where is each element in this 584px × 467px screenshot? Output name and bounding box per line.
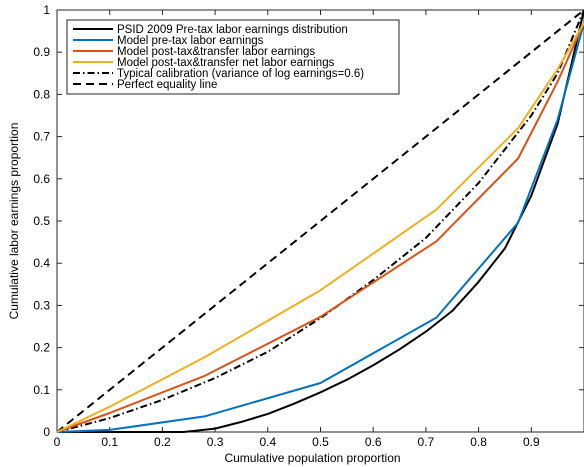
y-tick-label: 0.5	[33, 214, 50, 228]
legend-label-2: Model post-tax&transfer labor earnings	[117, 46, 315, 58]
y-tick-label: 0.2	[33, 341, 50, 355]
y-tick-label: 0.4	[33, 256, 50, 270]
series-line-5	[56, 9, 584, 433]
y-tick-label: 0.7	[33, 130, 50, 144]
x-tick-label: 0.1	[101, 435, 118, 449]
series-line-3	[56, 22, 584, 433]
x-axis-title: Cumulative population proportion	[224, 451, 400, 465]
y-tick-label: 0.9	[33, 45, 50, 59]
y-axis-title: Cumulative labor earnings proportion	[7, 123, 21, 320]
x-tick-label: 0.7	[418, 435, 435, 449]
y-tick-label: 0.1	[33, 383, 50, 397]
y-tick-label: 0.8	[33, 87, 50, 101]
x-tick-label: 0.4	[259, 435, 276, 449]
legend-label-5: Perfect equality line	[117, 79, 217, 91]
y-tick-label: 0.6	[33, 172, 50, 186]
x-tick-label: 0.6	[365, 435, 382, 449]
series-layer	[56, 9, 584, 433]
y-tick-label: 0	[43, 425, 50, 439]
x-tick-label: 0	[54, 435, 61, 449]
legend-label-0: PSID 2009 Pre-tax labor earnings distrib…	[117, 24, 348, 36]
legend-box	[66, 19, 400, 95]
axis-ticks: 0 0.1 0.2 0.3 0.4 0.5 0.6 0.7 0.8 0.9 0 0.1 0.2 0.3 0.…	[33, 3, 584, 449]
series-line-1	[56, 22, 584, 433]
x-tick-label: 0.9	[523, 435, 540, 449]
x-tick-label: 0.5	[312, 435, 329, 449]
y-tick-label: 1	[43, 3, 50, 17]
x-tick-label: 0.2	[154, 435, 171, 449]
y-tick-label: 0.3	[33, 298, 50, 312]
legend-label-3: Model post-tax&transfer net labor earnin…	[117, 57, 335, 69]
series-line-2	[56, 22, 584, 433]
legend-label-1: Model pre-tax labor earnings	[117, 35, 264, 47]
x-tick-label: 0.3	[207, 435, 224, 449]
legend: PSID 2009 Pre-tax labor earnings distrib…	[66, 19, 400, 95]
x-tick-label: 0.8	[470, 435, 487, 449]
legend-label-4: Typical calibration (variance of log ear…	[117, 68, 364, 80]
series-line-0	[57, 9, 584, 433]
